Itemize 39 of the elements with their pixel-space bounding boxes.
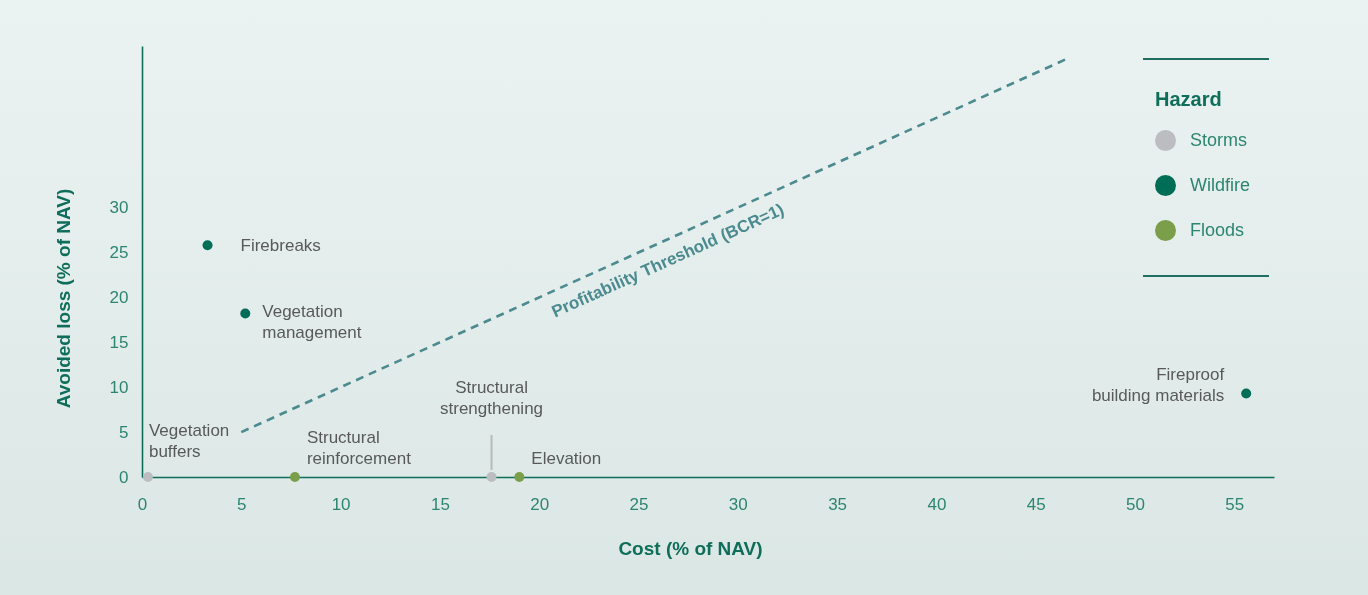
x-tick-label: 5 <box>237 494 247 514</box>
point <box>1241 388 1252 399</box>
x-tick-label: 20 <box>530 494 550 514</box>
x-tick-label: 10 <box>331 494 351 514</box>
x-tick-label: 30 <box>728 494 748 514</box>
annotation: Elevation <box>531 449 602 468</box>
x-tick-label: 50 <box>1126 494 1145 514</box>
legend-label: Storms <box>1190 129 1248 150</box>
annotation: Firebreaks <box>240 236 321 256</box>
point <box>202 240 213 251</box>
x-axis-title: Cost (% of NAV) <box>618 537 763 559</box>
x-tick-label: 55 <box>1225 494 1245 514</box>
x-tick-label: 0 <box>137 494 148 514</box>
annotation: Structural strengthening <box>440 378 544 418</box>
y-tick-label: 25 <box>109 243 129 263</box>
point <box>289 472 300 482</box>
y-axis-title: Avoided loss (% of NAV) <box>52 188 74 409</box>
point <box>142 472 153 482</box>
point <box>240 308 251 319</box>
y-tick-label: 5 <box>119 422 129 442</box>
y-tick-label: 0 <box>119 467 129 487</box>
legend-label: Wildfire <box>1190 174 1251 195</box>
y-tick-label: 15 <box>109 332 129 352</box>
x-tick-label: 40 <box>927 494 947 514</box>
annotation: Vegetation management <box>262 301 362 342</box>
legend-label: Floods <box>1190 219 1245 240</box>
legend-title: Hazard <box>1155 88 1222 110</box>
point <box>514 472 525 482</box>
annotation: Vegetation buffers <box>148 421 230 461</box>
y-tick-label: 20 <box>109 287 129 307</box>
x-tick-label: 15 <box>430 494 450 514</box>
x-tick-label: 35 <box>828 494 848 514</box>
x-tick-label: 45 <box>1026 494 1046 514</box>
annotation: Fireproof building materials <box>1091 365 1225 406</box>
x-tick-label: 25 <box>629 494 649 514</box>
point <box>486 472 497 482</box>
annotation: Structural reinforcement <box>306 428 412 468</box>
y-tick-label: 10 <box>109 377 129 397</box>
y-tick-label: 30 <box>109 198 129 218</box>
